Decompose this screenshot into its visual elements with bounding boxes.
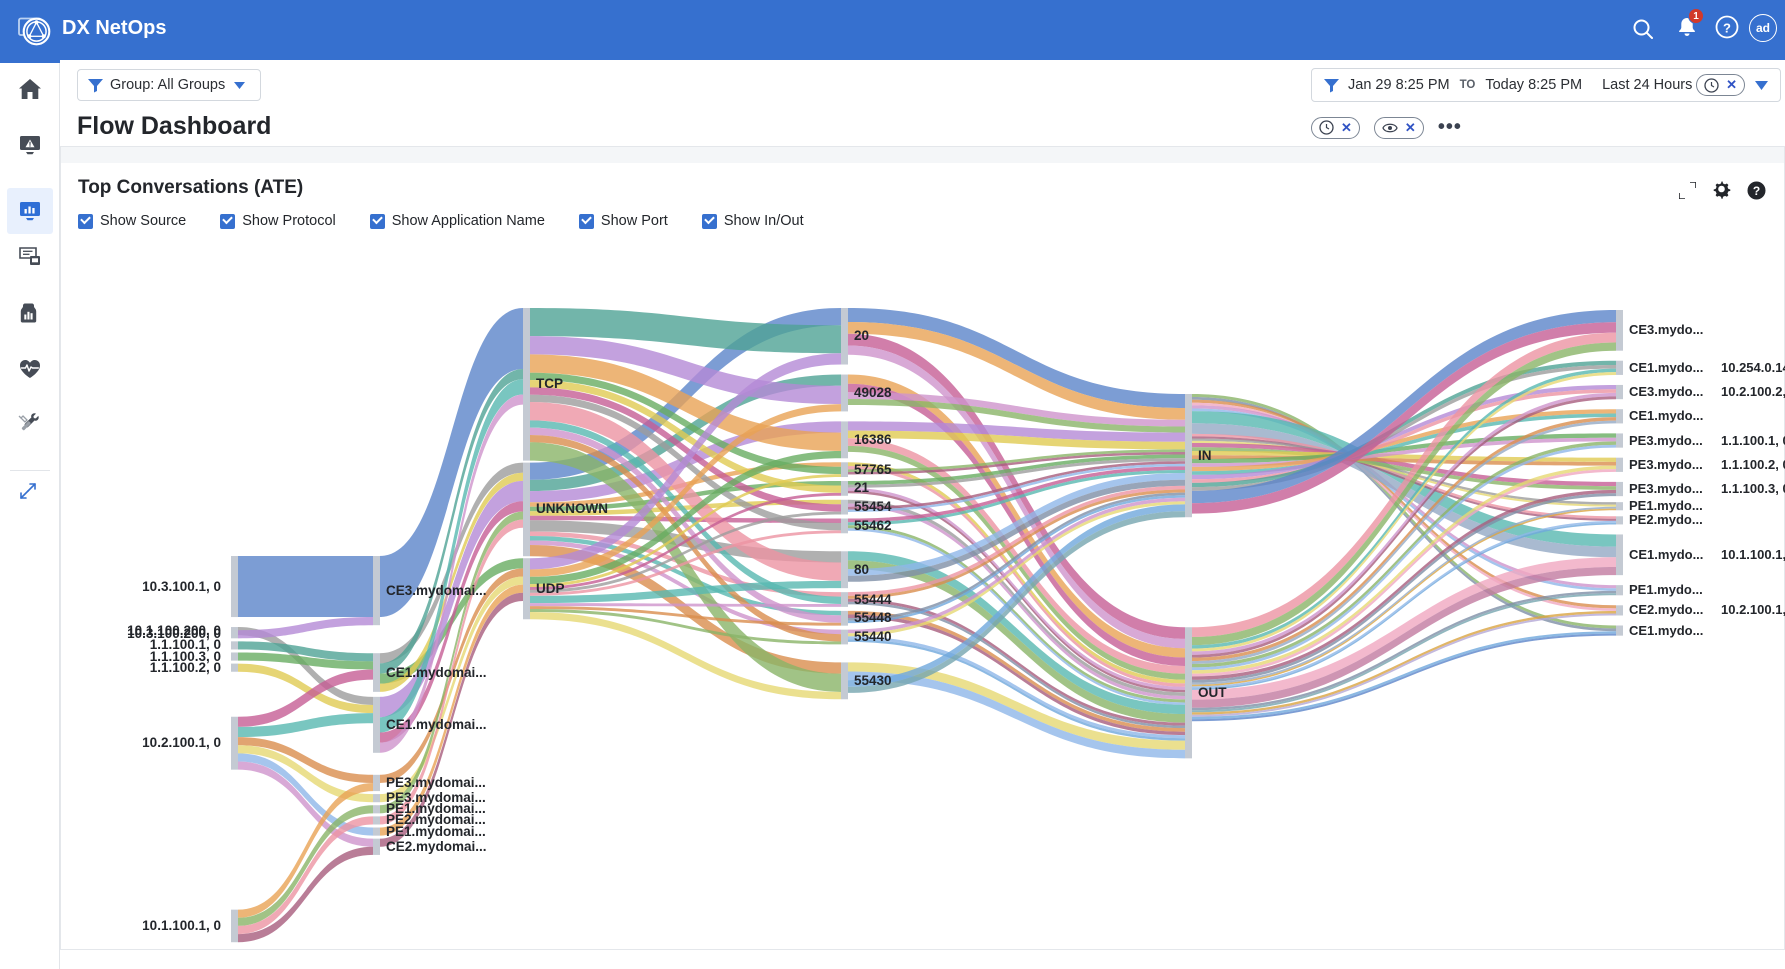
svg-text:?: ?: [1753, 184, 1760, 198]
svg-text:?: ?: [1723, 20, 1731, 35]
